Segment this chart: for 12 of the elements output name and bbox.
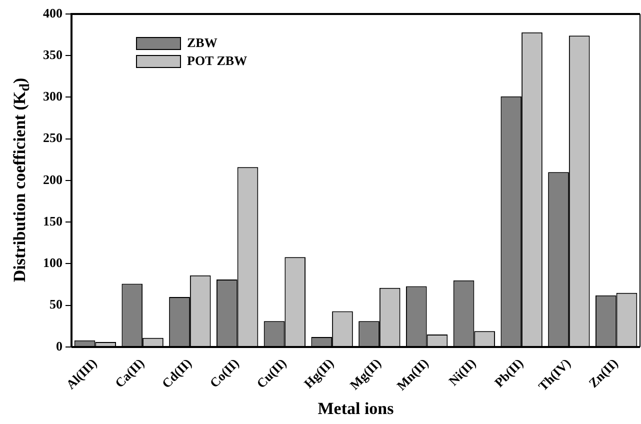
- y-tick-label: 350: [43, 46, 62, 62]
- legend-label: POT ZBW: [187, 52, 248, 68]
- y-tick-label: 100: [43, 255, 62, 270]
- legend-label: ZBW: [187, 34, 218, 50]
- y-tick-label: 250: [43, 130, 62, 146]
- y-tick-label: 150: [43, 213, 62, 228]
- y-tick-label: 200: [43, 172, 62, 187]
- y-tick-label: 300: [43, 88, 62, 104]
- y-tick-label: 0: [56, 338, 62, 354]
- x-axis-title: Metal ions: [318, 399, 394, 418]
- y-tick-label: 400: [43, 5, 62, 20]
- y-tick-label: 50: [50, 296, 62, 312]
